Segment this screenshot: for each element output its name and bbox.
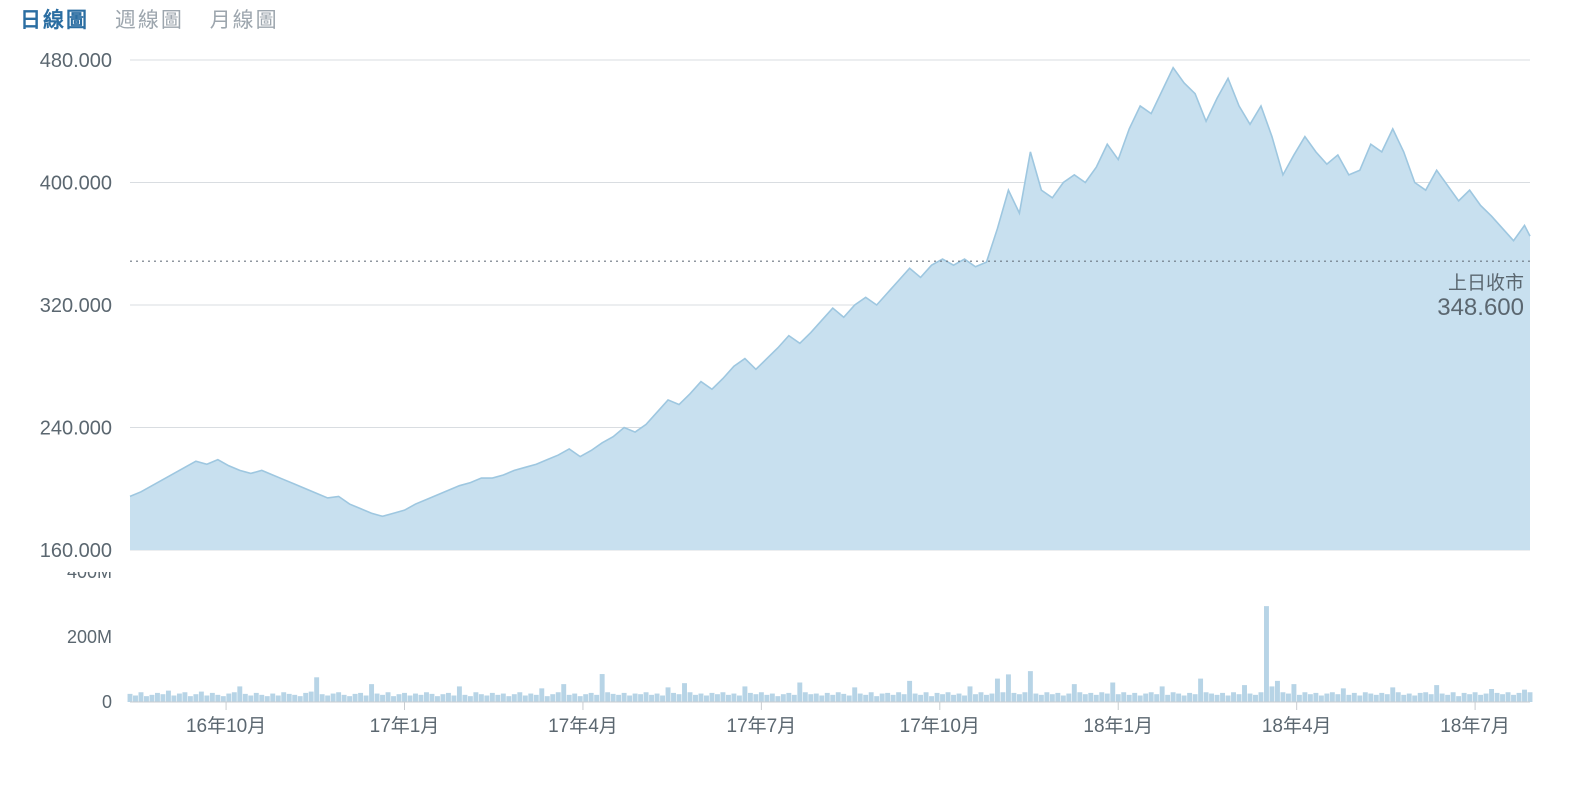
svg-text:240.000: 240.000: [40, 418, 112, 440]
svg-text:上日收市: 上日收市: [1448, 272, 1524, 294]
svg-text:400.000: 400.000: [40, 173, 112, 195]
svg-text:18年7月: 18年7月: [1440, 715, 1510, 737]
price-chart: 160.000 240.000 320.000 400.000 480.000 上日收市3…: [0, 0, 1578, 570]
svg-text:480.000: 480.000: [40, 50, 112, 72]
svg-text:17年1月: 17年1月: [370, 715, 440, 737]
svg-text:18年1月: 18年1月: [1083, 715, 1153, 737]
svg-text:16年10月: 16年10月: [186, 715, 266, 737]
svg-text:200M: 200M: [67, 627, 112, 647]
svg-text:17年7月: 17年7月: [727, 715, 797, 737]
svg-text:18年4月: 18年4月: [1262, 715, 1332, 737]
svg-text:17年10月: 17年10月: [900, 715, 980, 737]
svg-text:0: 0: [102, 692, 112, 712]
svg-text:348.600: 348.600: [1437, 294, 1524, 321]
svg-text:320.000: 320.000: [40, 295, 112, 317]
svg-text:17年4月: 17年4月: [548, 715, 618, 737]
svg-text:400M: 400M: [67, 572, 112, 582]
svg-text:160.000: 160.000: [40, 540, 112, 562]
volume-chart: 0 200M 400M 16年10月 17年1月 17年4月 17年7月 17年10月 18年1…: [0, 572, 1578, 762]
